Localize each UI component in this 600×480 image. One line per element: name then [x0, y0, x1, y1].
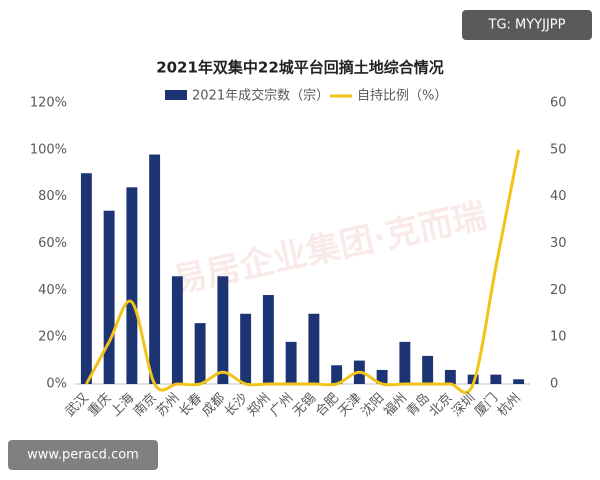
bar	[490, 374, 502, 384]
y2-tick-label: 0	[550, 377, 558, 392]
bar	[331, 365, 343, 384]
x-tick-label: 重庆	[85, 390, 115, 420]
annotation: www.peracd.com	[27, 448, 139, 463]
x-tick-label: 苏州	[153, 390, 183, 420]
bar	[217, 276, 229, 384]
y2-tick-label: 60	[550, 96, 567, 111]
annotation: TG: MYYJJPP	[488, 18, 566, 33]
x-tick-label: 深圳	[449, 391, 478, 420]
x-tick-label: 福州	[381, 391, 410, 420]
bar	[513, 379, 525, 384]
bar	[376, 369, 388, 384]
bar	[308, 313, 320, 384]
x-tick-label: 广州	[267, 391, 296, 420]
x-tick-label: 厦门	[472, 391, 501, 420]
bar	[262, 295, 274, 384]
y2-tick-label: 30	[550, 236, 567, 251]
bar	[149, 154, 161, 384]
y-tick-label: 20%	[38, 330, 67, 345]
bar	[240, 313, 252, 384]
y2-tick-label: 20	[550, 283, 567, 298]
y2-tick-label: 40	[550, 189, 567, 204]
bar	[285, 341, 297, 384]
bar	[444, 369, 456, 384]
y-tick-label: 80%	[38, 189, 67, 204]
legend-swatch	[165, 90, 187, 100]
x-tick-label: 天津	[336, 391, 365, 420]
y-tick-label: 40%	[38, 283, 67, 298]
x-tick-label: 杭州	[495, 391, 524, 420]
bar	[103, 210, 115, 384]
x-tick-label: 南京	[130, 390, 160, 420]
chart-title: 2021年双集中22城平台回摘土地综合情况	[156, 59, 444, 77]
y-tick-label: 120%	[30, 96, 67, 111]
x-tick-label: 上海	[108, 391, 137, 420]
x-tick-label: 武汉	[63, 391, 92, 420]
y-tick-label: 60%	[38, 236, 67, 251]
bar	[171, 276, 183, 384]
y2-tick-label: 10	[550, 330, 567, 345]
badge	[8, 440, 158, 470]
bar	[399, 341, 411, 384]
x-tick-label: 成都	[199, 391, 228, 420]
bar	[80, 173, 92, 384]
x-tick-label: 长沙	[222, 391, 251, 420]
x-tick-label: 长春	[176, 391, 205, 420]
x-tick-label: 合肥	[313, 391, 342, 420]
y-tick-label: 0%	[46, 377, 67, 392]
badge	[462, 10, 592, 40]
bar	[422, 355, 434, 384]
y-tick-label: 100%	[30, 142, 67, 157]
x-tick-label: 郑州	[245, 391, 274, 420]
bar	[194, 323, 206, 384]
y2-tick-label: 50	[550, 142, 567, 157]
legend-label: 2021年成交宗数（宗）	[192, 88, 329, 104]
x-tick-label: 沈阳	[358, 391, 387, 420]
x-tick-label: 无锡	[290, 391, 319, 420]
bar	[126, 187, 138, 384]
x-tick-label: 北京	[427, 391, 456, 420]
x-tick-label: 青岛	[403, 390, 433, 420]
legend-label: 自持比例（%）	[357, 89, 447, 104]
line	[85, 149, 521, 395]
